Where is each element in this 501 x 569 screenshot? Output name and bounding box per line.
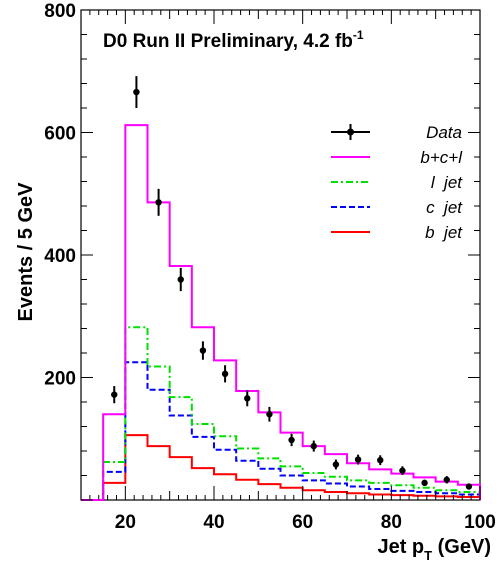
legend-entry-data: Data: [331, 123, 462, 142]
data-marker: [177, 276, 184, 283]
data-point: [465, 483, 473, 490]
legend-entry: b jet: [331, 223, 463, 242]
y-tick-label: 200: [44, 369, 76, 390]
legend-entry: b+c+l: [331, 148, 463, 167]
data-marker: [288, 436, 295, 444]
data-marker: [266, 411, 273, 418]
series-b-jet: [81, 434, 481, 501]
data-point: [310, 440, 317, 452]
x-tick-label: 60: [292, 512, 313, 533]
data-marker: [199, 347, 207, 354]
data-point: [199, 341, 207, 360]
legend-label: c jet: [426, 198, 463, 217]
legend-entry: c jet: [331, 198, 463, 217]
data-point: [377, 455, 384, 466]
chart-title: D0 Run II Preliminary, 4.2 fb-1: [103, 28, 364, 52]
x-tick-label: 40: [203, 512, 224, 533]
data-point: [266, 406, 273, 422]
x-tick-label: 20: [115, 512, 136, 533]
y-tick-label: 800: [44, 1, 76, 22]
data-point: [443, 476, 450, 484]
data-point: [288, 433, 295, 447]
x-tick-label: 80: [381, 512, 402, 533]
legend-label: l jet: [431, 173, 463, 192]
data-marker: [221, 370, 229, 378]
data-point: [221, 365, 229, 383]
y-axis-label: Events / 5 GeV: [15, 182, 37, 322]
data-marker: [332, 461, 340, 468]
legend-swatch-marker: [347, 128, 354, 136]
x-tick-label: 100: [464, 512, 496, 533]
data-point: [354, 454, 362, 465]
y-tick-label: 600: [44, 124, 76, 145]
legend-label: b jet: [425, 223, 463, 242]
series-layer: [81, 124, 481, 501]
data-marker: [155, 199, 162, 206]
data-marker: [377, 456, 384, 464]
data-marker: [399, 467, 406, 474]
data-marker: [421, 479, 428, 487]
data-marker: [111, 391, 118, 398]
data-point: [133, 76, 140, 108]
data-point: [111, 386, 118, 404]
data-marker: [443, 476, 450, 483]
data-point: [155, 188, 162, 216]
data-marker: [133, 88, 140, 96]
data-marker: [354, 456, 362, 463]
series-c-jet: [81, 361, 481, 501]
data-point: [244, 390, 251, 407]
data-point: [421, 479, 428, 487]
x-axis-label: Jet pT (GeV): [377, 536, 491, 563]
data-point: [332, 459, 340, 470]
legend-label: Data: [426, 123, 462, 142]
legend: Data b+c+l l jet c jet b jet: [331, 123, 463, 242]
data-point: [399, 466, 406, 475]
data-marker: [244, 395, 251, 402]
data-marker: [465, 483, 473, 490]
axes-layer: 20 40 60 80 100 200 400 600 800: [44, 1, 496, 533]
y-tick-label: 400: [44, 246, 76, 267]
series-b-c-l: [81, 124, 481, 501]
series-l-jet: [81, 326, 481, 501]
legend-entry: l jet: [331, 173, 463, 192]
data-marker: [310, 442, 317, 450]
data-points-layer: [111, 76, 473, 490]
legend-label: b+c+l: [420, 148, 463, 167]
data-point: [177, 267, 184, 292]
